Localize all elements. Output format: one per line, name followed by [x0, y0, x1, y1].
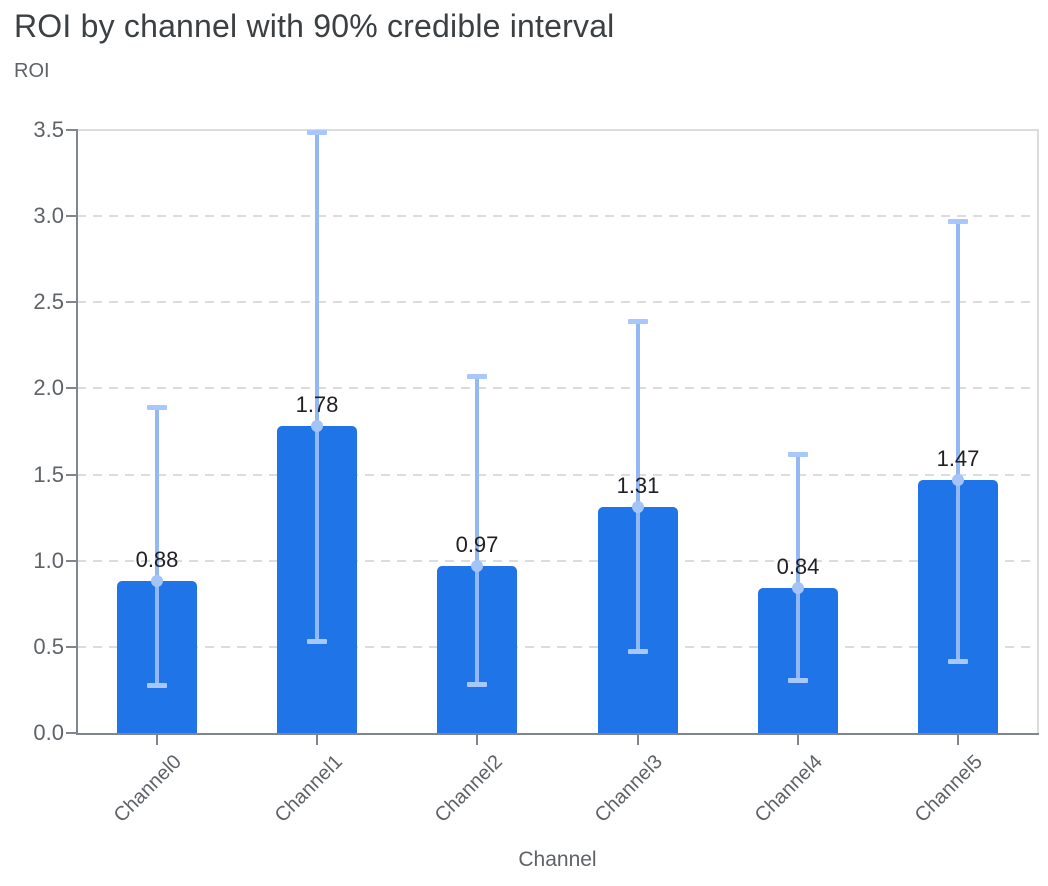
error-bar — [956, 221, 960, 662]
error-cap-top — [948, 219, 968, 224]
y-tick-label: 1.5 — [33, 462, 64, 487]
value-label: 0.97 — [455, 532, 499, 557]
y-tick-label: 1.0 — [33, 548, 64, 573]
mean-marker — [311, 420, 323, 432]
y-tick-mark — [66, 646, 76, 648]
x-tick-mark — [476, 735, 478, 745]
error-bar — [796, 454, 800, 681]
error-cap-top — [467, 374, 487, 379]
mean-marker — [952, 474, 964, 486]
y-tick-label: 0.5 — [33, 634, 64, 659]
y-tick-label: 3.5 — [33, 117, 64, 142]
y-axis-line — [76, 129, 78, 733]
y-tick-mark — [66, 129, 76, 131]
error-cap-top — [147, 405, 167, 410]
x-tick-label: Channel1 — [270, 750, 347, 827]
error-bar — [636, 321, 640, 652]
x-axis-line — [76, 733, 1039, 735]
gridline — [77, 387, 1038, 389]
error-cap-bottom — [467, 682, 487, 687]
gridline — [77, 474, 1038, 476]
value-label: 0.88 — [135, 547, 179, 572]
mean-marker — [471, 560, 483, 572]
y-axis-title: ROI — [14, 60, 50, 82]
plot-border-right — [1037, 130, 1039, 733]
gridline — [77, 646, 1038, 648]
x-tick-label: Channel4 — [750, 750, 828, 827]
error-cap-bottom — [948, 659, 968, 664]
value-label: 1.31 — [616, 473, 660, 498]
y-tick-label: 0.0 — [33, 720, 64, 745]
error-bar — [315, 132, 319, 642]
y-tick-label: 3.0 — [33, 203, 64, 228]
x-tick-label: Channel3 — [590, 750, 667, 827]
x-tick-mark — [637, 735, 639, 745]
error-cap-top — [628, 319, 648, 324]
error-cap-top — [788, 452, 808, 457]
y-tick-label: 2.0 — [33, 375, 64, 400]
error-cap-bottom — [628, 649, 648, 654]
value-label: 1.78 — [295, 392, 339, 417]
gridline — [77, 560, 1038, 562]
mean-marker — [151, 575, 163, 587]
x-tick-label: Channel5 — [911, 750, 988, 827]
x-tick-mark — [316, 735, 318, 745]
plot-border-top — [76, 129, 1039, 131]
mean-marker — [632, 501, 644, 513]
y-tick-label: 2.5 — [33, 289, 64, 314]
y-tick-mark — [66, 732, 76, 734]
x-tick-label: Channel0 — [110, 750, 187, 827]
x-tick-mark — [957, 735, 959, 745]
chart-title: ROI by channel with 90% credible interva… — [14, 8, 615, 44]
y-tick-mark — [66, 474, 76, 476]
mean-marker — [792, 582, 804, 594]
y-tick-mark — [66, 301, 76, 303]
value-label: 0.84 — [776, 554, 820, 579]
error-bar — [155, 407, 159, 686]
x-tick-mark — [797, 735, 799, 745]
error-cap-bottom — [307, 639, 327, 644]
error-cap-bottom — [788, 678, 808, 683]
x-tick-mark — [156, 735, 158, 745]
gridline — [77, 301, 1038, 303]
x-tick-label: Channel2 — [430, 750, 507, 827]
y-tick-mark — [66, 560, 76, 562]
x-axis-title: Channel — [518, 848, 597, 871]
y-tick-mark — [66, 215, 76, 217]
value-label: 1.47 — [936, 446, 980, 471]
y-tick-mark — [66, 387, 76, 389]
error-cap-bottom — [147, 683, 167, 688]
error-cap-top — [307, 130, 327, 135]
error-bar — [475, 376, 479, 685]
gridline — [77, 215, 1038, 217]
